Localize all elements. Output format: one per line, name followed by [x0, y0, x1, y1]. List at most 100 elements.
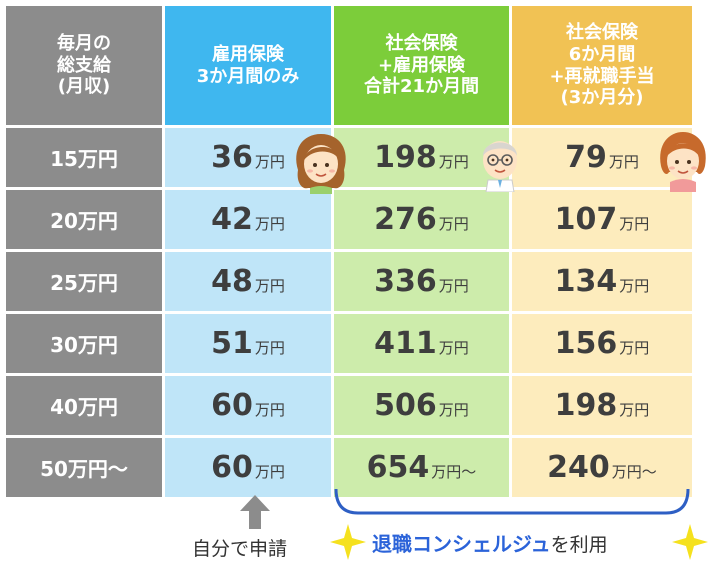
amount-value: 60 万円: [211, 450, 285, 485]
amount-value: 198 万円: [555, 388, 650, 423]
cell-employment-insurance: 60 万円: [165, 438, 331, 497]
amount-number: 506: [374, 388, 437, 423]
row-label: 50万円～: [6, 438, 162, 497]
amount-number: 79: [565, 140, 607, 175]
amount-unit: 万円: [438, 215, 469, 233]
amount-value: 506 万円: [374, 388, 469, 423]
amount-number: 60: [211, 450, 253, 485]
amount-unit: 万円: [254, 339, 285, 357]
cell-social-plus-reemployment: 156 万円: [512, 314, 692, 373]
cell-social-plus-reemployment: 107 万円: [512, 190, 692, 249]
row-label: 15万円: [6, 128, 162, 187]
row-label: 20万円: [6, 190, 162, 249]
amount-value: 276 万円: [374, 202, 469, 237]
header-b-line: 社会保険: [385, 32, 458, 54]
man-glasses-icon: [483, 141, 517, 192]
amount-unit: 万円: [619, 277, 650, 295]
sparkle-star-icon: [330, 524, 366, 560]
header-label-line: (月収): [57, 76, 111, 98]
amount-unit: 万円: [254, 277, 285, 295]
amount-unit: 万円: [254, 401, 285, 419]
amount-number: 134: [554, 264, 618, 299]
cell-employment-insurance: 51 万円: [165, 314, 331, 373]
cell-social-plus-employment: 411 万円: [334, 314, 509, 373]
amount-unit: 万円: [619, 215, 650, 233]
cell-employment-insurance: 60 万円: [165, 376, 331, 435]
amount-value: 79 万円: [565, 140, 639, 175]
amount-unit: 万円: [254, 215, 285, 233]
cell-social-plus-reemployment: 198 万円: [512, 376, 692, 435]
amount-unit: 万円: [438, 401, 469, 419]
amount-number: 51: [211, 326, 253, 361]
cell-social-plus-employment: 198 万円: [334, 128, 509, 187]
header-b-line: 合計21か月間: [363, 76, 480, 98]
amount-number: 48: [211, 264, 253, 299]
header-c-line: 6か月間: [568, 43, 636, 65]
header-employment-insurance: 雇用保険 3か月間のみ: [165, 6, 331, 125]
header-social-plus-reemployment: 社会保険 6か月間 +再就職手当 (3か月分): [512, 6, 692, 125]
header-a-line: 3か月間のみ: [196, 65, 300, 87]
amount-number: 240: [547, 450, 610, 485]
header-c-line: (3か月分): [560, 87, 644, 109]
amount-number: 198: [554, 388, 618, 423]
amount-number: 276: [374, 202, 437, 237]
header-social-plus-employment: 社会保険 +雇用保険 合計21か月間: [334, 6, 509, 125]
row-label: 30万円: [6, 314, 162, 373]
cell-social-plus-employment: 276 万円: [334, 190, 509, 249]
amount-unit: 万円～: [431, 463, 477, 481]
amount-number: 336: [374, 264, 437, 299]
amount-unit: 万円: [619, 401, 650, 419]
concierge-rest: を利用: [550, 534, 608, 556]
amount-value: 36 万円: [211, 140, 285, 175]
header-c-line: 社会保険: [566, 21, 638, 43]
row-label: 25万円: [6, 252, 162, 311]
amount-value: 42 万円: [211, 202, 285, 237]
amount-number: 198: [374, 140, 437, 175]
amount-number: 411: [374, 326, 437, 361]
amount-unit: 万円: [254, 153, 285, 171]
amount-value: 654 万円～: [367, 450, 477, 485]
cell-social-plus-employment: 506 万円: [334, 376, 509, 435]
sparkle-star-icon: [672, 524, 708, 560]
amount-unit: 万円: [608, 153, 639, 171]
header-b-line: +雇用保険: [377, 54, 466, 76]
amount-unit: 万円: [438, 339, 469, 357]
amount-unit: 万円: [438, 153, 469, 171]
amount-number: 42: [211, 202, 253, 237]
amount-number: 654: [366, 450, 430, 485]
amount-number: 156: [554, 326, 618, 361]
amount-value: 156 万円: [555, 326, 650, 361]
concierge-note: 退職コンシェルジュを利用: [372, 528, 608, 557]
woman-short-hair-icon: [660, 132, 706, 192]
woman-long-hair-icon: [296, 134, 346, 194]
cell-social-plus-reemployment: 240 万円～: [512, 438, 692, 497]
amount-value: 411 万円: [374, 326, 469, 361]
bracket-line: [334, 489, 690, 515]
cell-social-plus-employment: 336 万円: [334, 252, 509, 311]
amount-number: 60: [211, 388, 253, 423]
amount-unit: 万円: [619, 339, 650, 357]
cell-social-plus-employment: 654 万円～: [334, 438, 509, 497]
header-label-line: 総支給: [57, 54, 111, 76]
amount-unit: 万円: [254, 463, 285, 481]
cell-employment-insurance: 48 万円: [165, 252, 331, 311]
amount-value: 336 万円: [374, 264, 469, 299]
header-c-line: +再就職手当: [549, 65, 655, 87]
amount-unit: 万円: [438, 277, 469, 295]
header-monthly-pay: 毎月の 総支給 (月収): [6, 6, 162, 125]
self-apply-label: 自分で申請: [192, 538, 288, 560]
amount-value: 134 万円: [555, 264, 650, 299]
amount-value: 240 万円～: [547, 450, 657, 485]
amount-value: 60 万円: [211, 388, 285, 423]
up-arrow-icon: [240, 495, 270, 529]
cell-employment-insurance: 42 万円: [165, 190, 331, 249]
amount-number: 107: [554, 202, 618, 237]
cell-social-plus-reemployment: 134 万円: [512, 252, 692, 311]
header-label-line: 毎月の: [57, 32, 111, 54]
row-label: 40万円: [6, 376, 162, 435]
concierge-brand: 退職コンシェルジュ: [372, 532, 551, 556]
amount-value: 107 万円: [555, 202, 650, 237]
amount-value: 198 万円: [374, 140, 469, 175]
amount-number: 36: [211, 140, 253, 175]
amount-value: 48 万円: [211, 264, 285, 299]
